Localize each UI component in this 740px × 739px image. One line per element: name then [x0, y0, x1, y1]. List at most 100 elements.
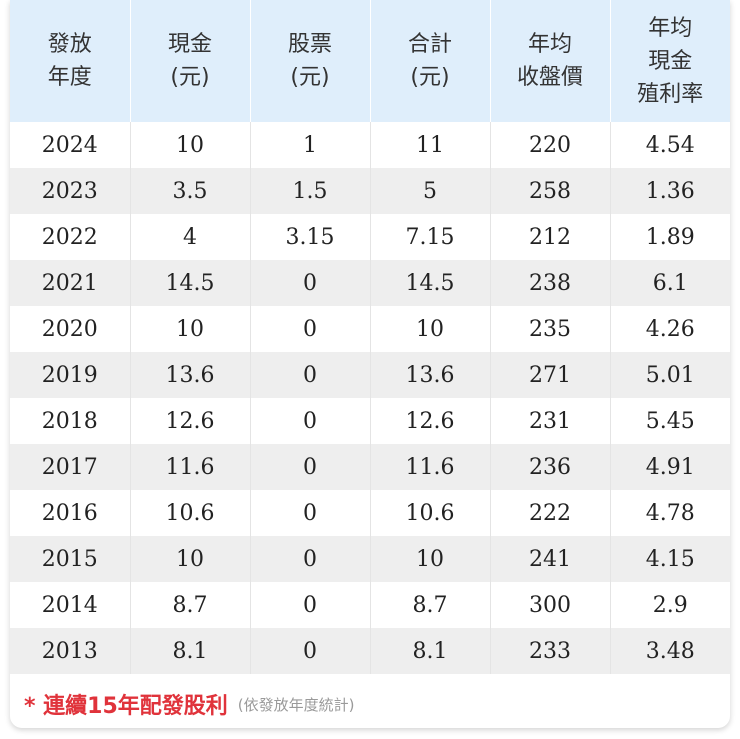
cell-yield: 4.26: [610, 306, 730, 352]
cell-cash: 8.7: [130, 582, 251, 628]
cell-yield: 4.54: [610, 122, 730, 168]
footer-note-row: * 連續15年配發股利 (依發放年度統計): [24, 684, 355, 724]
cell-total: 10: [370, 306, 491, 352]
header-line: (元): [290, 65, 330, 90]
cell-yield: 5.01: [610, 352, 730, 398]
cell-year: 2018: [10, 398, 131, 444]
cell-cash: 14.5: [130, 260, 251, 306]
table-row: 2013 8.1 0 8.1 233 3.48: [10, 628, 730, 674]
cell-total: 12.6: [370, 398, 491, 444]
cell-cash: 10: [130, 122, 251, 168]
cell-cash: 3.5: [130, 168, 251, 214]
header-line: (元): [170, 65, 210, 90]
cell-yield: 5.45: [610, 398, 730, 444]
cell-cash: 8.1: [130, 628, 251, 674]
cell-yield: 6.1: [610, 260, 730, 306]
table-row: 2015 10 0 10 241 4.15: [10, 536, 730, 582]
cell-year: 2024: [10, 122, 131, 168]
table-row: 2018 12.6 0 12.6 231 5.45: [10, 398, 730, 444]
table-row: 2023 3.5 1.5 5 258 1.36: [10, 168, 730, 214]
cell-total: 8.7: [370, 582, 491, 628]
table-row: 2021 14.5 0 14.5 238 6.1: [10, 260, 730, 306]
cell-yield: 4.78: [610, 490, 730, 536]
header-yield: 年均 現金 殖利率: [610, 0, 730, 122]
cell-avg-price: 231: [490, 398, 611, 444]
header-line: 現金: [648, 48, 693, 74]
cell-yield: 1.89: [610, 214, 730, 260]
cell-avg-price: 222: [490, 490, 611, 536]
cell-year: 2017: [10, 444, 131, 490]
cell-avg-price: 271: [490, 352, 611, 398]
cell-stock: 0: [250, 628, 371, 674]
cell-avg-price: 220: [490, 122, 611, 168]
header-line: 收盤價: [516, 65, 583, 90]
header-line: 殖利率: [637, 81, 704, 107]
dividend-table-card: 發放 年度 現金 (元) 股票 (元) 合計 (元) 年均 收盤價: [10, 0, 730, 728]
footer-subnote: (依發放年度統計): [237, 695, 355, 714]
table-row: 2017 11.6 0 11.6 236 4.91: [10, 444, 730, 490]
cell-avg-price: 300: [490, 582, 611, 628]
cell-total: 5: [370, 168, 491, 214]
cell-stock: 3.15: [250, 214, 371, 260]
cell-avg-price: 236: [490, 444, 611, 490]
cell-year: 2020: [10, 306, 131, 352]
header-year: 發放 年度: [10, 0, 131, 122]
cell-cash: 10: [130, 306, 251, 352]
cell-avg-price: 238: [490, 260, 611, 306]
cell-stock: 0: [250, 536, 371, 582]
cell-yield: 4.15: [610, 536, 730, 582]
cell-stock: 0: [250, 398, 371, 444]
cell-year: 2021: [10, 260, 131, 306]
cell-avg-price: 235: [490, 306, 611, 352]
cell-total: 7.15: [370, 214, 491, 260]
cell-stock: 0: [250, 260, 371, 306]
header-line: 發放: [47, 32, 92, 57]
cell-year: 2014: [10, 582, 131, 628]
dividend-table: 發放 年度 現金 (元) 股票 (元) 合計 (元) 年均 收盤價: [10, 0, 730, 674]
cell-total: 13.6: [370, 352, 491, 398]
cell-total: 11: [370, 122, 491, 168]
cell-total: 14.5: [370, 260, 491, 306]
footer-note: * 連續15年配發股利: [24, 694, 228, 719]
cell-year: 2022: [10, 214, 131, 260]
table-row: 2022 4 3.15 7.15 212 1.89: [10, 214, 730, 260]
cell-year: 2015: [10, 536, 131, 582]
table-body: 2024 10 1 11 220 4.54 2023 3.5 1.5 5 258 1.36 2022 4 3…: [10, 122, 730, 674]
cell-yield: 4.91: [610, 444, 730, 490]
cell-stock: 0: [250, 490, 371, 536]
table-row: 2020 10 0 10 235 4.26: [10, 306, 730, 352]
cell-avg-price: 233: [490, 628, 611, 674]
cell-year: 2016: [10, 490, 131, 536]
header-line: 股票: [287, 32, 332, 57]
cell-year: 2023: [10, 168, 131, 214]
cell-stock: 0: [250, 582, 371, 628]
header-stock: 股票 (元): [250, 0, 371, 122]
header-cash: 現金 (元): [130, 0, 251, 122]
cell-total: 8.1: [370, 628, 491, 674]
table-row: 2024 10 1 11 220 4.54: [10, 122, 730, 168]
table-row: 2019 13.6 0 13.6 271 5.01: [10, 352, 730, 398]
header-avg-price: 年均 收盤價: [490, 0, 611, 122]
cell-cash: 10: [130, 536, 251, 582]
header-line: 現金: [167, 32, 212, 57]
cell-cash: 10.6: [130, 490, 251, 536]
cell-stock: 0: [250, 352, 371, 398]
cell-cash: 12.6: [130, 398, 251, 444]
table-row: 2014 8.7 0 8.7 300 2.9: [10, 582, 730, 628]
header-line: 年均: [648, 15, 693, 41]
cell-stock: 1: [250, 122, 371, 168]
cell-stock: 1.5: [250, 168, 371, 214]
header-total: 合計 (元): [370, 0, 491, 122]
header-line: 年度: [47, 65, 92, 90]
table-header-row: 發放 年度 現金 (元) 股票 (元) 合計 (元) 年均 收盤價: [10, 0, 730, 122]
cell-cash: 13.6: [130, 352, 251, 398]
header-line: (元): [410, 65, 450, 90]
cell-total: 10.6: [370, 490, 491, 536]
cell-avg-price: 212: [490, 214, 611, 260]
cell-total: 11.6: [370, 444, 491, 490]
cell-total: 10: [370, 536, 491, 582]
cell-stock: 0: [250, 306, 371, 352]
cell-avg-price: 241: [490, 536, 611, 582]
cell-cash: 11.6: [130, 444, 251, 490]
cell-year: 2013: [10, 628, 131, 674]
